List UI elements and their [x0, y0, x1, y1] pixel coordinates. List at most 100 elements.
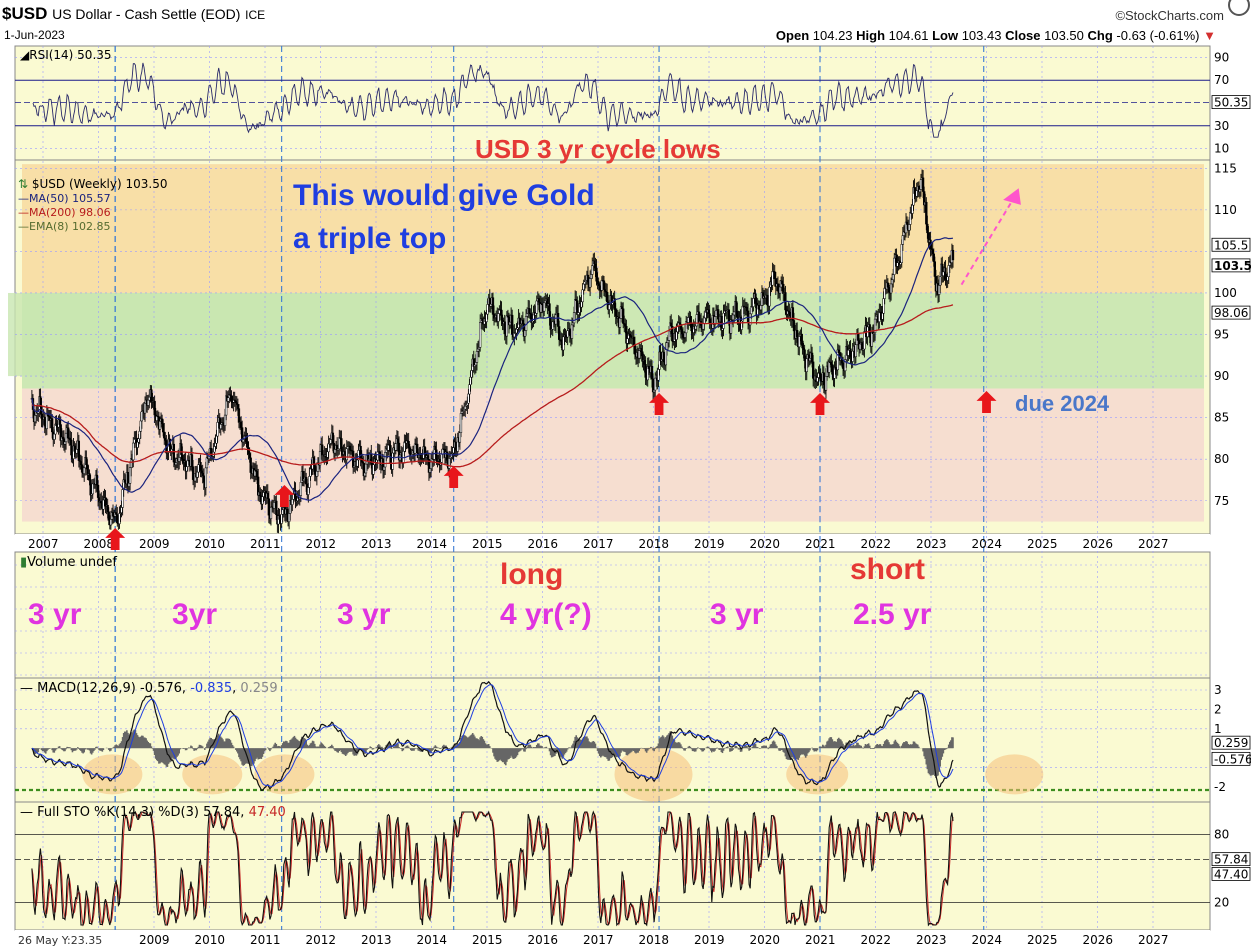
- cycle-label-2: 3yr: [172, 598, 218, 631]
- cycle-title-annotation: USD 3 yr cycle lows: [475, 134, 721, 164]
- sto-d-text: 47.40: [248, 805, 286, 820]
- price-label-text: $USD (Weekly) 103.50: [31, 177, 168, 191]
- sto-y-label: 47.40: [1214, 867, 1248, 881]
- cycle-label-6: 2.5 yr: [853, 598, 932, 631]
- cycle-label-3: 3 yr: [337, 598, 391, 631]
- price-tag-box: [1211, 305, 1251, 320]
- price-y-label: 85: [1214, 411, 1229, 425]
- macd-y-label: 3: [1214, 683, 1222, 697]
- volume-label-text: Volume undef: [27, 555, 117, 570]
- sto-x-label: 2016: [528, 933, 559, 947]
- short-annotation: short: [850, 553, 925, 586]
- projection-arrowhead: [1003, 188, 1021, 205]
- price-x-label: 2022: [861, 537, 892, 551]
- price-x-label: 2009: [139, 537, 170, 551]
- xaxis-band: [15, 534, 1210, 552]
- sto-label: — Full STO %K(14,3) %D(3) 57.84, 47.40: [20, 805, 286, 820]
- macd-low-ellipse: [614, 747, 693, 802]
- rsi-y-label: 10: [1214, 142, 1229, 156]
- price-y-label: 105.5: [1214, 238, 1248, 252]
- price-x-label: 2011: [250, 537, 281, 551]
- ohlc-readout: Open 104.23 High 104.61 Low 103.43 Close…: [776, 28, 1216, 43]
- legend-ma50: —MA(50) 105.57: [18, 192, 111, 205]
- price-x-label: 2007: [28, 537, 59, 551]
- cycle-low-arrow-2021: [810, 393, 830, 415]
- rsi-y-label: 70: [1214, 73, 1229, 87]
- rsi-line: [32, 62, 954, 138]
- low-value: 103.43: [961, 28, 1002, 43]
- due-2024-arrow: [976, 391, 997, 413]
- ema8-text: EMA(8) 102.85: [29, 220, 111, 233]
- exchange: ICE: [245, 8, 266, 22]
- close-label: Close: [1005, 28, 1041, 43]
- sto-y-label: 57.84: [1214, 853, 1248, 867]
- macd-tag-box: [1211, 735, 1251, 750]
- macd-tag-box: [1211, 751, 1251, 766]
- sto-y-label: 20: [1214, 895, 1229, 909]
- chg-value: -0.63 (-0.61%): [1116, 28, 1200, 43]
- ma50-text: MA(50) 105.57: [29, 192, 111, 205]
- macd-label: — MACD(12,26,9) -0.576, -0.835, 0.259: [20, 681, 278, 696]
- ma200-line: [31, 304, 954, 468]
- price-x-label: 2017: [583, 537, 614, 551]
- macd-low-ellipse: [182, 754, 243, 795]
- sto-x-label: 2025: [1027, 933, 1058, 947]
- sto-x-label: 2022: [861, 933, 892, 947]
- macd-low-ellipse: [985, 754, 1044, 795]
- symbol: $USD: [2, 4, 48, 23]
- macd-y-label: -0.576: [1214, 752, 1251, 766]
- sto-x-label: 2020: [750, 933, 781, 947]
- corner-button[interactable]: [1228, 0, 1250, 16]
- price-x-label: 2023: [916, 537, 947, 551]
- sto-tag-box: [1211, 867, 1251, 881]
- price-x-label: 2012: [306, 537, 337, 551]
- sto-x-label: 2021: [805, 933, 836, 947]
- candle-icon: ⇅: [18, 177, 29, 191]
- sto-tag-box: [1211, 852, 1251, 867]
- price-x-label: 2025: [1027, 537, 1058, 551]
- gold-annotation-line1: This would give Gold: [293, 179, 595, 212]
- sto-x-label: 2013: [361, 933, 392, 947]
- macd-low-ellipse: [254, 754, 315, 795]
- macd-y-label: -2: [1214, 780, 1226, 794]
- price-legend: ⇅ $USD (Weekly) 103.50 —MA(50) 105.57 —M…: [18, 176, 167, 234]
- close-value: 103.50: [1044, 28, 1084, 43]
- cycle-low-arrow-2014: [443, 466, 464, 488]
- sto-y-label: 80: [1214, 828, 1229, 842]
- macd-signal-line: [31, 684, 954, 788]
- legend-ema8: —EMA(8) 102.85: [18, 220, 111, 233]
- price-y-label: 75: [1214, 494, 1229, 508]
- high-label: High: [856, 28, 886, 43]
- sto-x-label: 2019: [694, 933, 725, 947]
- sto-x-label: 2024: [972, 933, 1003, 947]
- gold-annotation-line2: a triple top: [293, 222, 447, 255]
- ma200-text: MA(200) 98.06: [29, 206, 111, 219]
- macd-hist-text: 0.259: [240, 681, 278, 696]
- chg-label: Chg: [1087, 28, 1113, 43]
- price-x-label: 2026: [1083, 537, 1114, 551]
- sto-x-label: 2026: [1083, 933, 1114, 947]
- sto-x-label: 2012: [306, 933, 337, 947]
- price-y-label: 103.5: [1214, 259, 1251, 273]
- sto-x-label: 2009: [139, 933, 170, 947]
- down-triangle-icon: ▼: [1203, 28, 1216, 43]
- rsi-label-text: RSI(14) 50.35: [29, 48, 112, 62]
- macd-y-label: 1: [1214, 722, 1222, 736]
- price-y-label: 115: [1214, 161, 1237, 175]
- chart-date: 1-Jun-2023: [4, 28, 65, 42]
- volume-bars-icon: ▮: [20, 555, 28, 570]
- price-label: ⇅ $USD (Weekly) 103.50: [18, 176, 167, 192]
- macd-y-label: 2: [1214, 702, 1222, 716]
- due-annotation: due 2024: [1015, 391, 1110, 416]
- cycle-low-arrow-2008: [105, 528, 126, 550]
- volume-panel: [14, 551, 1211, 679]
- price-x-label: 2013: [361, 537, 392, 551]
- price-x-label: 2020: [750, 537, 781, 551]
- chart-header: $USD US Dollar - Cash Settle (EOD) ICE 1…: [2, 0, 1250, 45]
- stockcharts-brand: ©StockCharts.com: [1115, 8, 1224, 23]
- chart-title: $USD US Dollar - Cash Settle (EOD) ICE: [2, 4, 265, 24]
- price-y-label: 90: [1214, 369, 1229, 383]
- price-tag-box: [1211, 258, 1251, 273]
- rsi-tag-box: [1211, 95, 1251, 110]
